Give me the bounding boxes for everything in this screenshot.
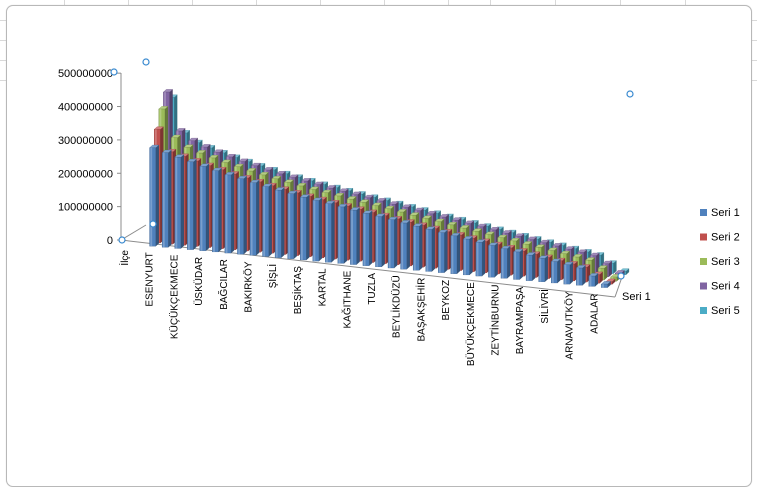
bar-seri-1-14[interactable] (312, 197, 323, 262)
y-tick-label: 400000000 (58, 102, 113, 114)
bar-seri-1-11[interactable] (274, 187, 285, 258)
bar-seri-1-1[interactable] (149, 144, 160, 247)
legend: Seri 1 Seri 2 Seri 3 Seri 4 Seri 5 (700, 207, 740, 317)
bar-seri-1-16[interactable] (337, 203, 348, 264)
legend-label: Seri 2 (711, 232, 740, 244)
x-tick-label: TUZLA (367, 273, 378, 305)
bar-seri-1-8[interactable] (237, 175, 247, 255)
bar-seri-1-29[interactable] (500, 245, 511, 279)
x-tick-label: KARTAL (318, 268, 329, 306)
labels-layer: 0 100000000 200000000 300000000 400000000 500… (58, 68, 651, 366)
bar-seri-1-23[interactable] (425, 226, 436, 272)
bar-seri-1-6[interactable] (211, 167, 222, 253)
bar-seri-1-17[interactable] (349, 207, 360, 265)
x-tick-label: SİLİVRİ (538, 289, 551, 323)
bar-seri-1-33[interactable] (550, 258, 561, 284)
bar-seri-1-31[interactable] (525, 252, 536, 281)
bar-seri-1-22[interactable] (412, 223, 423, 271)
x-tick-label: BEYLİKDÜZÜ (390, 275, 403, 338)
selection-handle[interactable] (142, 58, 150, 66)
bars-layer (149, 89, 630, 288)
bar-seri-1-15[interactable] (324, 200, 335, 263)
bar-seri-1-35[interactable] (575, 265, 586, 286)
selection-handle[interactable] (149, 220, 157, 228)
x-tick-label: ŞİŞLİ (266, 264, 279, 288)
depth-axis-label: Seri 1 (622, 291, 651, 303)
legend-swatch (700, 307, 707, 314)
bar-seri-1-26[interactable] (462, 236, 473, 276)
floor-back-edge (120, 224, 147, 241)
selection-handles (110, 58, 634, 280)
bar-seri-1-2[interactable] (161, 149, 172, 248)
selection-handle[interactable] (626, 90, 634, 98)
x-tick-label: BAYRAMPAŞA (515, 286, 526, 354)
selection-handle[interactable] (118, 236, 126, 244)
legend-label: Seri 4 (711, 281, 740, 293)
bar-seri-1-12[interactable] (287, 190, 298, 260)
bar-seri-1-36[interactable] (588, 273, 599, 287)
y-tick-label: 300000000 (58, 135, 113, 147)
y-tick-label: 200000000 (58, 168, 113, 180)
bar-seri-1-13[interactable] (299, 194, 310, 261)
legend-label: Seri 5 (711, 305, 740, 317)
bar-seri-1-10[interactable] (262, 183, 273, 257)
y-tick-label: 500000000 (58, 68, 113, 80)
x-tick-label: ARNAVUTKÖY (564, 291, 576, 359)
y-tick-label: 100000000 (58, 202, 113, 214)
x-tick-label: BAĞCILAR (217, 259, 230, 310)
x-tick-label: BAKIRKÖY (243, 261, 255, 312)
bar-seri-1-4[interactable] (186, 158, 197, 250)
bar-seri-1-27[interactable] (475, 239, 486, 277)
x-tick-label: ÜSKÜDAR (193, 257, 205, 306)
x-tick-label: ESENYURT (145, 252, 156, 306)
bar-seri-1-37[interactable] (600, 281, 611, 288)
bar-seri-1-7[interactable] (224, 171, 235, 254)
bar-chart-3d[interactable]: 0 100000000 200000000 300000000 400000000 500… (0, 0, 757, 472)
bar-seri-1-5[interactable] (199, 163, 210, 252)
x-tick-label: KAĞITHANE (340, 270, 353, 328)
selection-handle[interactable] (617, 272, 625, 280)
bar-seri-1-34[interactable] (563, 261, 574, 285)
bar-seri-1-19[interactable] (375, 213, 386, 268)
y-tick-label: 0 (107, 235, 113, 247)
selection-handle[interactable] (110, 68, 118, 76)
bar-seri-1-28[interactable] (488, 242, 498, 278)
legend-swatch (700, 282, 707, 290)
x-tick-label: BEYKOZ (441, 280, 452, 321)
bar-seri-1-24[interactable] (437, 229, 448, 273)
bar-seri-1-25[interactable] (450, 232, 461, 275)
x-tick-label: BÜYÜKÇEKMECE (465, 282, 477, 366)
x-tick-label: BAŞAKŞEHİR (414, 278, 427, 342)
bar-seri-1-20[interactable] (387, 216, 398, 269)
legend-label: Seri 1 (711, 207, 740, 219)
bar-seri-1-32[interactable] (538, 255, 549, 283)
x-tick-label: BEŞİKTAŞ (291, 266, 304, 314)
legend-swatch (700, 233, 707, 241)
bar-seri-1-3[interactable] (174, 154, 185, 249)
depth-axis-line (614, 276, 623, 298)
x-tick-label: KÜÇÜKÇEKMECE (168, 254, 180, 339)
legend-swatch (700, 209, 707, 216)
legend-swatch (700, 258, 707, 265)
x-tick-label: İlçe (118, 250, 131, 266)
legend-label: Seri 3 (711, 256, 740, 268)
bar-seri-1-30[interactable] (513, 248, 524, 280)
bar-seri-1-9[interactable] (249, 179, 260, 256)
bar-seri-1-18[interactable] (362, 210, 373, 267)
x-tick-label: ADALAR (589, 294, 600, 334)
x-tick-label: ZEYTİNBURNU (489, 285, 502, 356)
bar-seri-1-21[interactable] (400, 220, 411, 270)
